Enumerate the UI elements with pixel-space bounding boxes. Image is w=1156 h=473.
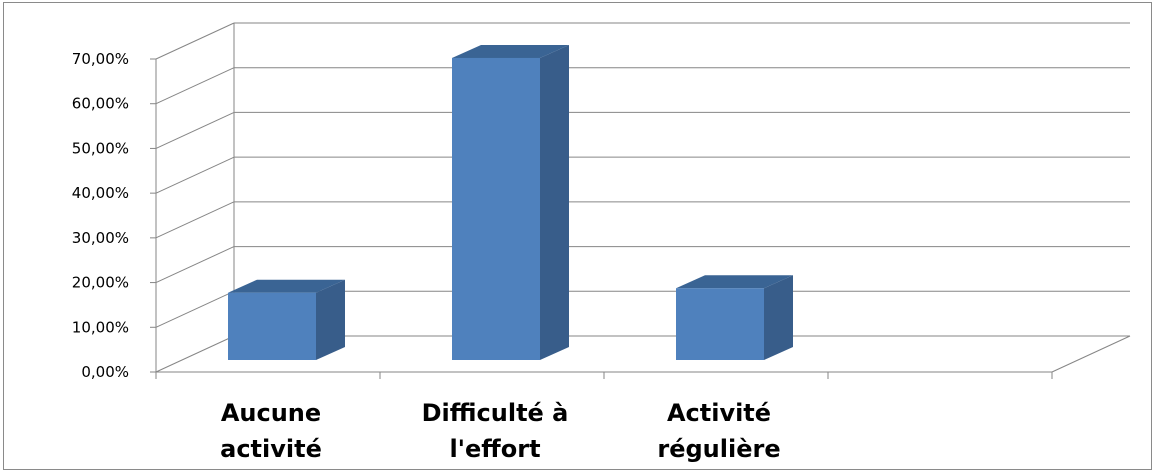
y-tick-label: 50,00% bbox=[72, 139, 129, 157]
bar-front bbox=[228, 292, 316, 360]
y-tick-label: 30,00% bbox=[72, 229, 129, 247]
gridline-diagonal bbox=[155, 290, 235, 328]
bar bbox=[676, 275, 793, 360]
y-tick-label: 10,00% bbox=[72, 318, 129, 336]
x-category-label: Aucune bbox=[221, 399, 321, 427]
bars bbox=[228, 44, 793, 360]
bar-top bbox=[228, 279, 345, 293]
gridline-diagonal bbox=[155, 156, 235, 194]
x-axis-category-labels: Aucune activité Difficulté à l'effort Activi… bbox=[220, 399, 780, 463]
gridline-diagonal bbox=[155, 111, 235, 149]
y-tick-label: 40,00% bbox=[72, 184, 129, 202]
gridlines bbox=[155, 22, 1130, 373]
y-tick-label: 20,00% bbox=[72, 274, 129, 292]
bar-side bbox=[540, 44, 569, 360]
floor-edge bbox=[1051, 335, 1131, 373]
chart-frame bbox=[3, 2, 1152, 470]
x-category-label: régulière bbox=[657, 435, 780, 463]
bar-top bbox=[452, 44, 569, 58]
gridline-diagonal bbox=[155, 246, 235, 284]
gridline-diagonal bbox=[155, 67, 235, 105]
bar-top bbox=[676, 275, 793, 289]
gridline-diagonal bbox=[155, 22, 235, 60]
gridline-diagonal bbox=[155, 201, 235, 239]
x-category-label: Activité bbox=[667, 399, 771, 427]
axes bbox=[150, 23, 1131, 379]
x-category-label: activité bbox=[220, 435, 322, 463]
bar bbox=[228, 279, 345, 360]
bar-side bbox=[316, 279, 345, 360]
bar-front bbox=[676, 288, 764, 360]
gridline-diagonal bbox=[155, 335, 235, 373]
y-tick-label: 70,00% bbox=[72, 50, 129, 68]
bar-side bbox=[764, 275, 793, 360]
y-tick-label: 60,00% bbox=[72, 95, 129, 113]
x-category-label: Difficulté à bbox=[422, 399, 569, 427]
x-category-label: l'effort bbox=[449, 435, 540, 463]
bar-front bbox=[452, 57, 540, 360]
bar bbox=[452, 44, 569, 360]
y-tick-label: 0,00% bbox=[81, 363, 129, 381]
y-axis-tick-labels: 0,00% 10,00% 20,00% 30,00% 40,00% 50,00% 60,00… bbox=[72, 50, 129, 381]
